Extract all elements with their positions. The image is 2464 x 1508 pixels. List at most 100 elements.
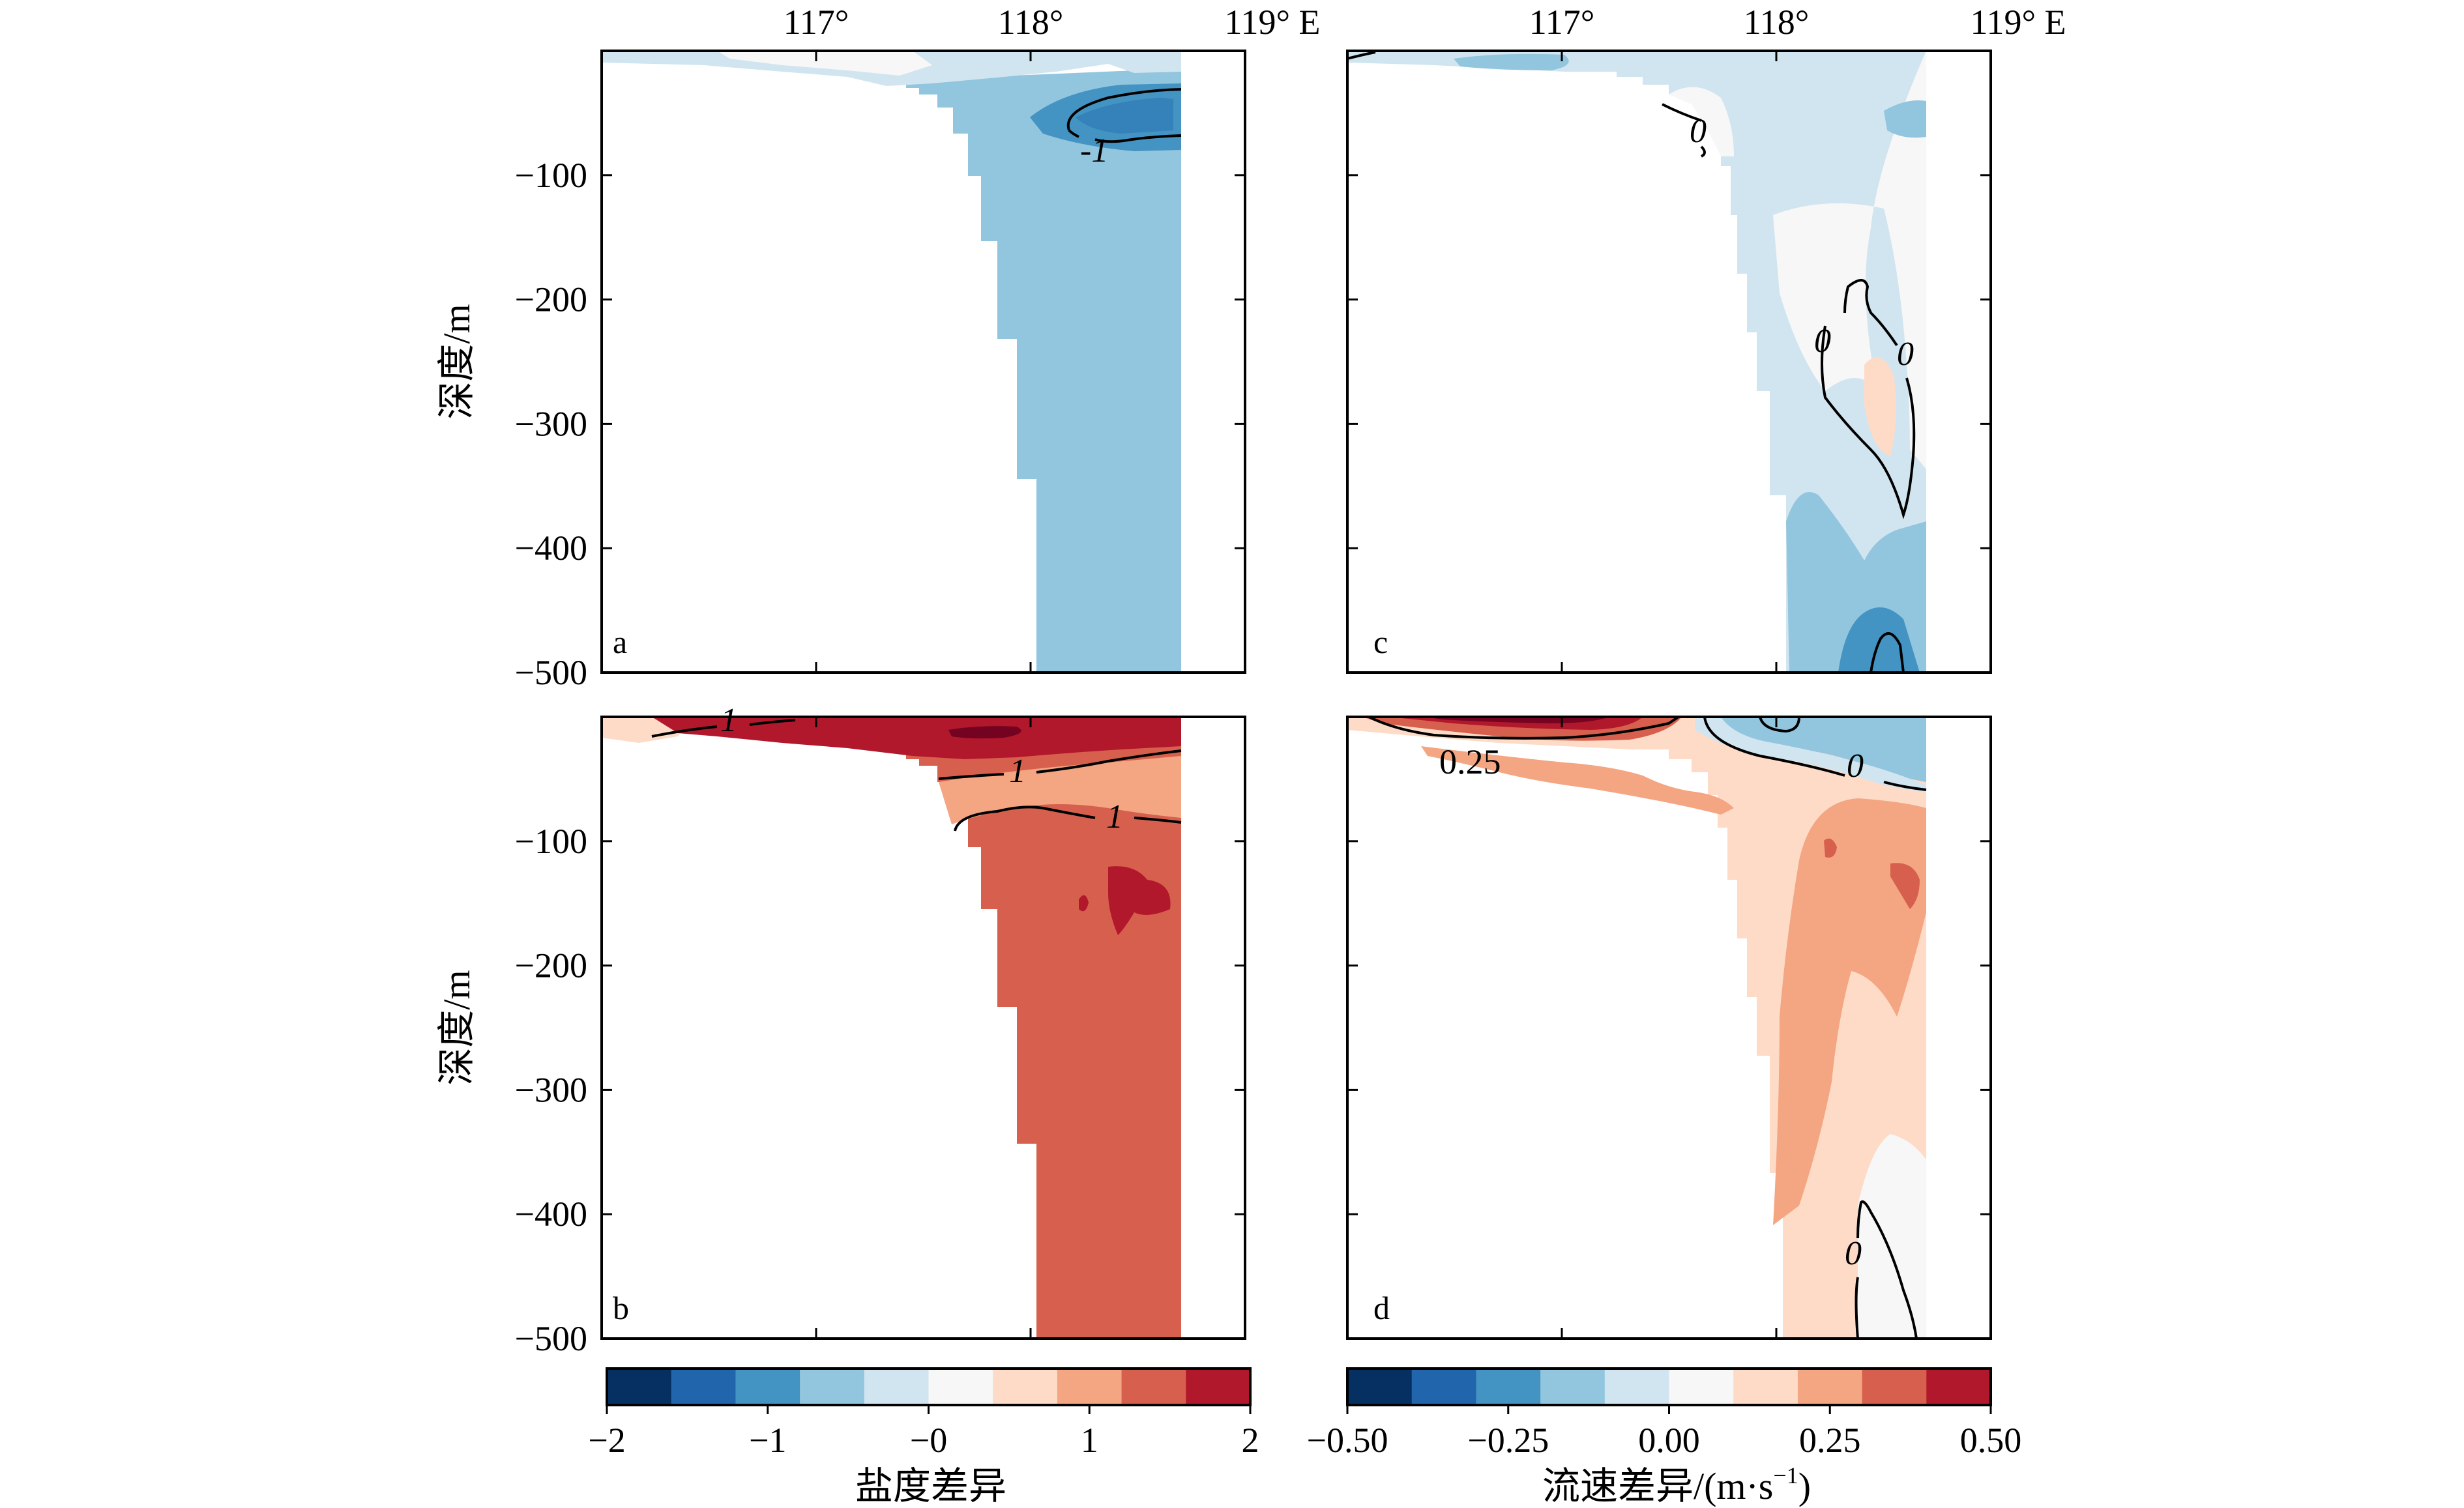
panel-c-filled-contours [1347, 51, 1926, 673]
panel-c-contour-line [1347, 51, 1376, 60]
panel-d-filled-contours [1347, 717, 1926, 1339]
panel-c-contour-line [1870, 632, 1905, 673]
x-tick-label-top-right: 119° E [1970, 3, 2066, 42]
panel-d-region-salmon [1773, 798, 1926, 1225]
panel-b-salinity-bottom: −100 −200 −300 −400 −500 b 1 1 1 [515, 702, 1246, 1358]
y-tick-label: −400 [515, 1195, 587, 1234]
panel-d-y-ticks [1347, 840, 1991, 1340]
colorbar-segment [1121, 1369, 1186, 1405]
panel-b-x-ticks [815, 717, 1246, 1339]
panel-a-contour-line [1066, 88, 1182, 143]
y-tick-label: −100 [515, 156, 587, 195]
panel-c-region-white-upper [1669, 87, 1734, 156]
panel-c-region-light-red [1864, 357, 1896, 456]
panel-c-contour-line [1821, 279, 1916, 519]
panel-d-region-red-dot [1824, 838, 1837, 858]
y-tick-label: −300 [515, 404, 587, 443]
velocity-colorbar-title-exponent: −1 [1773, 1462, 1798, 1488]
y-axis-title-bottom: 深度/m [435, 970, 478, 1085]
panel-a-salinity-top: −100 −200 −300 −400 −500 a -1 [515, 50, 1246, 692]
colorbar-segment [1604, 1369, 1669, 1405]
colorbar-segment [1733, 1369, 1798, 1405]
panel-d-contour-line [1759, 717, 1800, 733]
salinity-colorbar: −2 −1 −0 1 2 [588, 1367, 1259, 1460]
panel-c-region-blue-upper-patch [1884, 100, 1926, 138]
panel-d-letter: d [1373, 1290, 1390, 1326]
panel-a-region-dark-patch [1076, 98, 1173, 134]
panel-d-region-darkest-surface [1428, 717, 1610, 723]
colorbar-segment [607, 1369, 672, 1405]
panel-b-contour-label: 1 [720, 702, 737, 739]
panel-a-frame [600, 50, 1246, 674]
panel-b-letter: b [613, 1290, 629, 1326]
panel-d-contour-line [1368, 717, 1680, 740]
colorbar-segment [1862, 1369, 1927, 1405]
panel-a-y-ticks: −100 −200 −300 −400 −500 [515, 156, 1245, 692]
panel-b-contour-line [938, 749, 1182, 780]
colorbar-segment [800, 1369, 865, 1405]
panel-d-region-white-deep [1858, 1134, 1926, 1339]
panel-b-contour-label: 1 [1009, 753, 1026, 790]
panel-d-contour-line [1703, 717, 1927, 791]
panel-c-y-ticks [1347, 174, 1991, 674]
panel-d-contour-label: 0 [1847, 747, 1864, 785]
panel-d-contour-line [1855, 1200, 1918, 1339]
x-tick-label-top-right: 118° [1744, 3, 1810, 42]
panel-b-y-ticks: −100 −200 −300 −400 −500 [515, 822, 1245, 1358]
colorbar-segment [1476, 1369, 1541, 1405]
panel-a-contour-label: -1 [1080, 132, 1108, 169]
y-axis-title-top: 深度/m [435, 304, 478, 419]
panel-b-contour-line [651, 719, 796, 738]
y-tick-label: −300 [515, 1070, 587, 1109]
panel-b-frame [600, 716, 1246, 1340]
colorbar-segment [1411, 1369, 1476, 1405]
panel-d-region-pale-blue-surface [1695, 717, 1926, 792]
panel-b-contour-label: 1 [1106, 798, 1123, 835]
colorbar-tick-label: 0.25 [1799, 1421, 1861, 1460]
panel-c-region-white [1773, 51, 1926, 673]
colorbar-tick-label: −0.25 [1467, 1421, 1549, 1460]
panel-d-velocity-bottom: d 0.25 0 0 [1346, 716, 1992, 1340]
colorbar-tick-label: −0.50 [1307, 1421, 1388, 1460]
panel-c-contour-lines [1347, 51, 1916, 673]
colorbar-segment [1540, 1369, 1606, 1405]
panel-d-region-red-patch [1890, 863, 1920, 909]
colorbar-segment [735, 1369, 800, 1405]
panel-d-x-ticks [1561, 717, 1992, 1339]
panel-c-velocity-top: c 0 0 0 [1346, 50, 1992, 674]
panel-b-region-surface-core [948, 726, 1021, 739]
panel-c-contour-label: 0 [1690, 113, 1707, 150]
velocity-colorbar-title-main: 流速差异/(m·s [1542, 1465, 1773, 1507]
panel-d-contour-lines [1368, 717, 1927, 1339]
y-tick-label: −100 [515, 822, 587, 861]
colorbar-segment [1926, 1369, 1991, 1405]
colorbar-segment [864, 1369, 929, 1405]
panel-b-region-salmon [939, 756, 1181, 824]
colorbar-segment [1797, 1369, 1863, 1405]
colorbar-tick-label: 0.00 [1638, 1421, 1700, 1460]
panel-c-contour-line [1662, 103, 1706, 158]
salinity-colorbar-title: 盐度差异 [855, 1465, 1006, 1507]
panel-c-contour-label: 0 [1814, 323, 1831, 360]
panel-d-region-blue-surface [1708, 717, 1926, 782]
panel-b-region-dark-red [652, 717, 1181, 759]
colorbar-tick-label: −0 [910, 1421, 947, 1460]
panel-a-letter: a [613, 624, 627, 660]
colorbar-tick-label: 1 [1081, 1421, 1098, 1460]
colorbar-segment [1347, 1369, 1413, 1405]
panel-b-contour-line [954, 805, 1182, 832]
panel-d-region-salmon-upper [1421, 746, 1734, 815]
x-tick-label-top-left: 118° [998, 3, 1064, 42]
panel-d-region-light-red [1347, 717, 1926, 1339]
colorbar-segment [993, 1369, 1058, 1405]
y-tick-label: −200 [515, 280, 587, 319]
panel-b-region-dark-red-dot [1079, 895, 1089, 912]
colorbar-segment [1669, 1369, 1734, 1405]
x-tick-label-top-left: 117° [784, 3, 849, 42]
panel-a-region-light-blue [906, 68, 1181, 673]
panel-c-letter: c [1373, 624, 1388, 660]
colorbar-segment [671, 1369, 736, 1405]
colorbar-tick-label: −2 [588, 1421, 625, 1460]
colorbar-segment [1057, 1369, 1122, 1405]
